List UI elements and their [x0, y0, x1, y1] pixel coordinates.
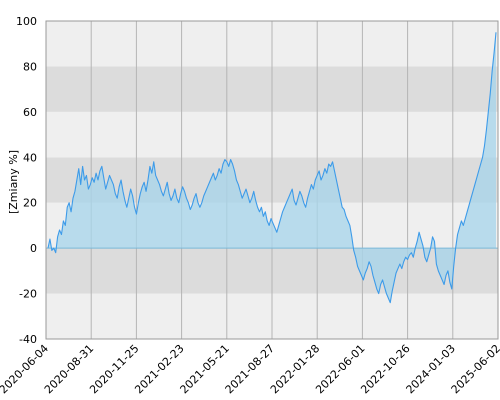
y-axis-ticks: -40 -20 0 20 40 60 80 100: [16, 15, 37, 346]
y-tick-label: 60: [23, 106, 37, 119]
y-tick-label: -20: [19, 288, 37, 301]
plot-frame: [45, 20, 499, 340]
y-tick-label: 20: [23, 197, 37, 210]
area-layer: [45, 20, 499, 340]
y-tick-label: 100: [16, 15, 37, 28]
series-area: [48, 32, 496, 303]
series-line: [47, 32, 497, 304]
y-axis-label: [Zmiany %]: [7, 150, 20, 214]
y-tick-label: 40: [23, 151, 37, 164]
y-tick-label: 80: [23, 60, 37, 73]
x-axis-ticks: 2020-06-042020-08-312020-11-252021-02-23…: [0, 342, 500, 396]
y-tick-label: -40: [19, 333, 37, 346]
y-tick-label: 0: [30, 242, 37, 255]
